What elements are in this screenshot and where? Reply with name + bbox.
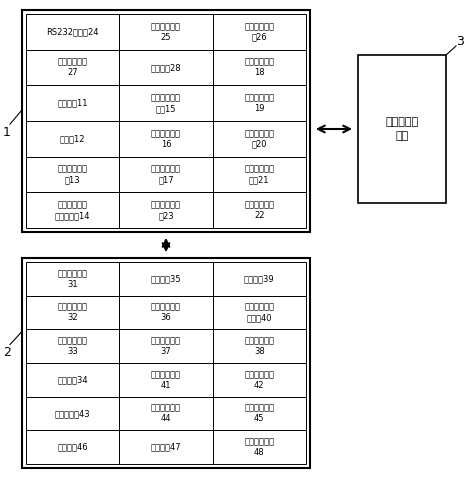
Bar: [26, 50, 119, 86]
Text: 母线采集模块
16: 母线采集模块 16: [151, 129, 181, 149]
Bar: [26, 296, 119, 329]
Text: 消耗预测模块
38: 消耗预测模块 38: [244, 337, 274, 356]
Bar: [26, 430, 119, 464]
Text: 带通滤波模块
27: 带通滤波模块 27: [58, 58, 88, 77]
Bar: [358, 55, 446, 203]
Bar: [119, 363, 212, 397]
Text: 1: 1: [3, 126, 11, 139]
Text: 供电线路采集
模块15: 供电线路采集 模块15: [151, 94, 181, 113]
Text: 开关量采集模
块17: 开关量采集模 块17: [151, 165, 181, 184]
Text: 中央处理器43: 中央处理器43: [55, 409, 91, 418]
Bar: [212, 86, 306, 121]
Bar: [119, 296, 212, 329]
Text: 数据分析模块
36: 数据分析模块 36: [151, 303, 181, 322]
Text: 采集端放大模
块26: 采集端放大模 块26: [244, 22, 274, 42]
Bar: [26, 397, 119, 430]
Bar: [26, 121, 119, 157]
Bar: [119, 157, 212, 192]
Bar: [212, 192, 306, 228]
Bar: [212, 121, 306, 157]
Text: 现场通信模块
19: 现场通信模块 19: [244, 94, 274, 113]
Text: 账户管理模块
31: 账户管理模块 31: [58, 269, 88, 289]
Text: 数据收发模块
42: 数据收发模块 42: [244, 370, 274, 390]
Text: 放大模块47: 放大模块47: [151, 443, 181, 452]
Text: 时钟控制模块
45: 时钟控制模块 45: [244, 404, 274, 423]
Bar: [119, 430, 212, 464]
Bar: [119, 329, 212, 363]
Bar: [26, 14, 119, 50]
Text: 频率调制模块
25: 频率调制模块 25: [151, 22, 181, 42]
Text: 数据接口客户
端23: 数据接口客户 端23: [151, 200, 181, 220]
Bar: [119, 14, 212, 50]
Text: 3: 3: [456, 34, 464, 47]
Text: 储存器12: 储存器12: [60, 134, 86, 143]
Bar: [22, 258, 310, 468]
Bar: [26, 363, 119, 397]
Text: 温湿度监测模
块13: 温湿度监测模 块13: [58, 165, 88, 184]
Text: 2: 2: [3, 346, 11, 359]
Text: 设备管理模块
37: 设备管理模块 37: [151, 337, 181, 356]
Bar: [212, 397, 306, 430]
Text: 通信卡服务模
块20: 通信卡服务模 块20: [244, 129, 274, 149]
Text: 频率调制模块
48: 频率调制模块 48: [244, 437, 274, 457]
Bar: [119, 121, 212, 157]
Text: 数据处理模块
18: 数据处理模块 18: [244, 58, 274, 77]
Bar: [26, 192, 119, 228]
Text: 信息平台35: 信息平台35: [151, 274, 181, 283]
Bar: [212, 262, 306, 296]
Text: 智能算法模块
32: 智能算法模块 32: [58, 303, 88, 322]
Bar: [22, 10, 310, 232]
Bar: [212, 14, 306, 50]
Bar: [212, 50, 306, 86]
Bar: [26, 86, 119, 121]
Bar: [119, 192, 212, 228]
Bar: [212, 329, 306, 363]
Text: 动态路由表生
成模块40: 动态路由表生 成模块40: [244, 303, 274, 322]
Bar: [212, 296, 306, 329]
Text: 数据收发模块
41: 数据收发模块 41: [151, 370, 181, 390]
Bar: [212, 157, 306, 192]
Bar: [119, 50, 212, 86]
Bar: [212, 363, 306, 397]
Text: RS232串行口24: RS232串行口24: [47, 27, 99, 36]
Text: 耦合模块28: 耦合模块28: [151, 63, 181, 72]
Text: 储存模块34: 储存模块34: [57, 375, 88, 384]
Bar: [119, 262, 212, 296]
Text: 变压器数据信
息采集模块14: 变压器数据信 息采集模块14: [55, 200, 90, 220]
Bar: [26, 262, 119, 296]
Text: 传输安全模块
33: 传输安全模块 33: [58, 337, 88, 356]
Bar: [119, 86, 212, 121]
Bar: [26, 157, 119, 192]
Text: 用电户手持
终端: 用电户手持 终端: [385, 117, 419, 141]
Text: 模数转换模块
44: 模数转换模块 44: [151, 404, 181, 423]
Text: 抄表模块11: 抄表模块11: [57, 98, 88, 108]
Text: 信息查验模块
22: 信息查验模块 22: [244, 200, 274, 220]
Bar: [119, 397, 212, 430]
Bar: [26, 329, 119, 363]
Text: 数据标识动态
模块21: 数据标识动态 模块21: [244, 165, 274, 184]
Text: 专家模块39: 专家模块39: [244, 274, 274, 283]
Bar: [212, 430, 306, 464]
Text: 滤波模块46: 滤波模块46: [57, 443, 88, 452]
